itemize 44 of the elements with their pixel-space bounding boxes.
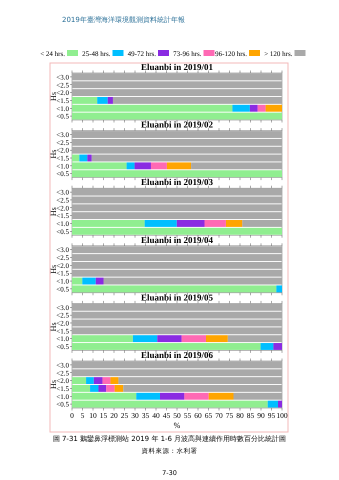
chart-title: Eluanbi in 2019/05 (140, 292, 214, 302)
bar (96, 278, 104, 284)
bar (258, 104, 266, 112)
bar (276, 285, 282, 292)
bar (268, 400, 278, 408)
bar (182, 335, 206, 342)
bar (204, 220, 226, 227)
bar (136, 392, 160, 400)
bar (87, 154, 92, 162)
bar (232, 104, 250, 112)
bar (266, 104, 282, 112)
bar (226, 220, 242, 227)
chart-title: Eluanbi in 2019/01 (140, 62, 214, 72)
y-axis-title: Hs (49, 264, 58, 274)
x-axis-title: % (174, 421, 181, 430)
y-axis-title: Hs (49, 380, 58, 389)
bar (79, 154, 88, 162)
chart-title: Eluanbi in 2019/06 (140, 350, 214, 360)
bar (160, 392, 184, 400)
chart-title: Eluanbi in 2019/04 (140, 234, 214, 245)
bar (278, 400, 282, 408)
y-axis-title: Hs (49, 322, 58, 332)
bar (157, 335, 182, 342)
bar (176, 220, 205, 227)
y-axis-title: Hs (49, 150, 58, 159)
bar (150, 162, 167, 170)
bar (166, 162, 192, 170)
bar (97, 96, 108, 104)
bar (134, 162, 151, 170)
y-axis-title: Hs (49, 92, 58, 101)
bar (144, 220, 177, 227)
chart-title: Eluanbi in 2019/03 (140, 177, 214, 188)
bar (206, 335, 228, 342)
bar (273, 343, 282, 350)
bar (184, 392, 209, 400)
chart-title: Eluanbi in 2019/02 (140, 120, 214, 130)
bar (108, 96, 113, 104)
y-axis-title: Hs (49, 207, 58, 216)
bar (250, 104, 258, 112)
bar (82, 278, 96, 284)
bar (132, 335, 158, 342)
bar (260, 343, 274, 350)
bar (126, 162, 135, 170)
bar (208, 392, 234, 400)
